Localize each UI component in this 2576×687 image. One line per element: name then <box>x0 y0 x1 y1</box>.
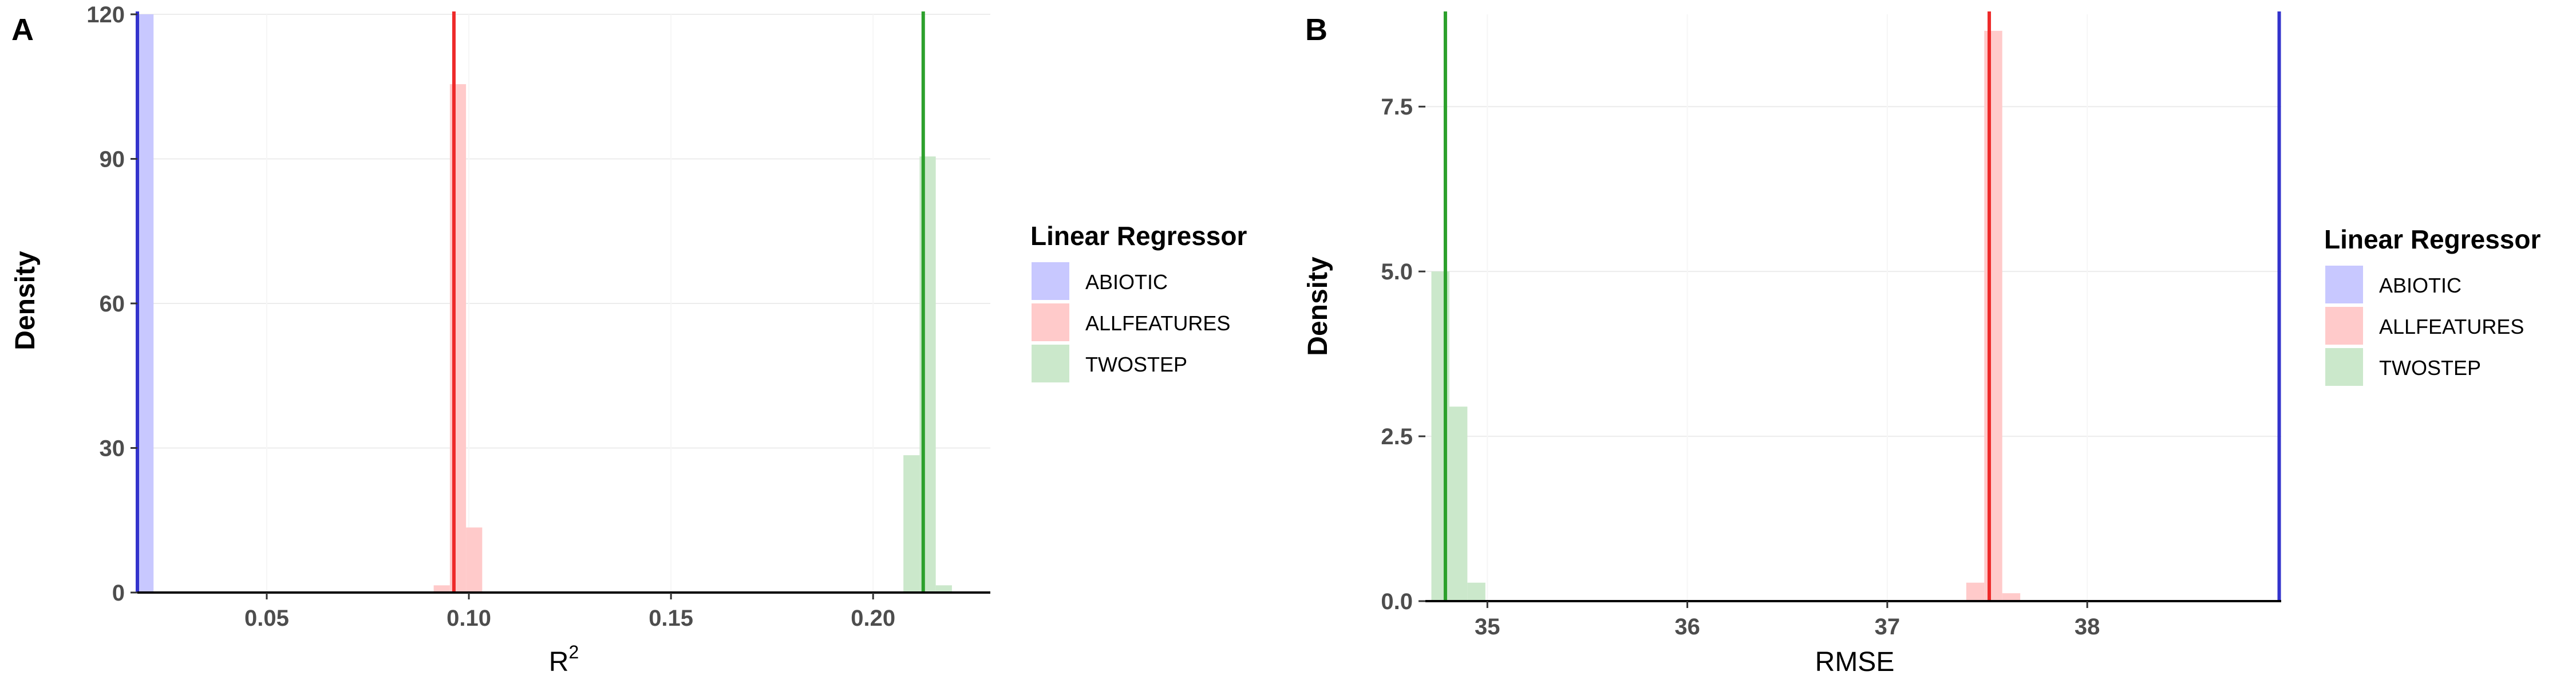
histogram-bar-twostep <box>935 585 952 593</box>
panel-a-legend-title: Linear Regressor <box>1030 221 1247 251</box>
histogram-bar-abiotic <box>137 14 154 593</box>
panel-b-legend: Linear Regressor ABIOTIC ALLFEATURES TWO… <box>2324 224 2541 386</box>
y-tick-label: 7.5 <box>1381 94 1413 120</box>
x-tick-label: 0.10 <box>447 606 491 631</box>
histogram-bar-twostep <box>1449 406 1468 601</box>
legend-label-twostep: TWOSTEP <box>1085 353 1187 376</box>
x-tick-label: 0.15 <box>649 606 693 631</box>
y-tick-label: 0 <box>112 581 125 606</box>
y-tick-label: 30 <box>100 436 125 461</box>
histogram-bar-allfeatures <box>433 585 450 593</box>
panel-b-vlines <box>1443 11 2281 601</box>
panel-b-x-axis-title: RMSE <box>1815 647 1895 677</box>
x-tick-label: 36 <box>1674 614 1700 639</box>
legend-key-allfeatures <box>2325 307 2363 345</box>
panel-a-x-axis-title-main: R <box>549 647 569 677</box>
panel-a-grid <box>137 14 990 593</box>
legend-key-abiotic <box>1032 262 1069 300</box>
panel-a-vlines <box>136 11 925 593</box>
panel-b-y-ticks: 0.0 2.5 5.0 7.5 <box>1381 94 1425 614</box>
panel-b-legend-title: Linear Regressor <box>2324 224 2541 254</box>
legend-key-twostep <box>2325 348 2363 386</box>
legend-label-abiotic: ABIOTIC <box>1085 270 1168 294</box>
histogram-bar-allfeatures <box>2002 593 2021 601</box>
panel-a: A 0.05 0.10 0.15 0.20 0 30 60 90 120 R2 Density… <box>10 2 1247 677</box>
x-tick-label: 37 <box>1875 614 1901 639</box>
panel-a-x-axis-title-sup: 2 <box>568 642 579 662</box>
legend-label-abiotic: ABIOTIC <box>2379 274 2462 297</box>
panel-b-x-ticks: 35 36 37 38 <box>1475 601 2100 639</box>
histogram-bar-twostep <box>903 455 920 593</box>
x-tick-label: 0.05 <box>244 606 289 631</box>
histogram-bar-allfeatures <box>1966 582 1985 601</box>
x-tick-label: 38 <box>2075 614 2100 639</box>
x-tick-label: 0.20 <box>851 606 895 631</box>
histogram-bar-allfeatures <box>1984 30 2002 602</box>
panel-a-legend: Linear Regressor ABIOTIC ALLFEATURES TWO… <box>1030 221 1247 382</box>
legend-key-abiotic <box>2325 266 2363 303</box>
panel-b-bars <box>1431 30 2021 602</box>
y-tick-label: 60 <box>100 291 125 317</box>
y-tick-label: 120 <box>86 2 125 27</box>
histogram-bar-twostep <box>1467 582 1485 601</box>
panel-b-y-axis-title: Density <box>1303 256 1333 356</box>
panel-b: B 35 36 37 38 0.0 2.5 5.0 7.5 RMSE Density Lin… <box>1303 11 2541 677</box>
panel-b-x-axis-title-main: RMSE <box>1815 647 1895 677</box>
x-tick-label: 35 <box>1475 614 1500 639</box>
panel-a-y-ticks: 0 30 60 90 120 <box>86 2 137 606</box>
panel-a-y-axis-title: Density <box>10 251 41 350</box>
y-tick-label: 90 <box>100 147 125 172</box>
panel-a-x-axis-title: R2 <box>549 642 579 677</box>
legend-label-twostep: TWOSTEP <box>2379 356 2481 380</box>
histogram-bar-allfeatures <box>466 527 483 593</box>
panel-b-tag: B <box>1305 13 1327 47</box>
y-tick-label: 2.5 <box>1381 424 1413 449</box>
y-tick-label: 5.0 <box>1381 259 1413 285</box>
legend-key-twostep <box>1032 345 1069 382</box>
legend-label-allfeatures: ALLFEATURES <box>1085 311 1230 335</box>
legend-label-allfeatures: ALLFEATURES <box>2379 315 2524 338</box>
y-tick-label: 0.0 <box>1381 589 1413 614</box>
legend-key-allfeatures <box>1032 303 1069 341</box>
panel-a-x-ticks: 0.05 0.10 0.15 0.20 <box>244 593 895 631</box>
panel-a-tag: A <box>11 13 34 47</box>
panel-b-grid <box>1425 14 2281 601</box>
